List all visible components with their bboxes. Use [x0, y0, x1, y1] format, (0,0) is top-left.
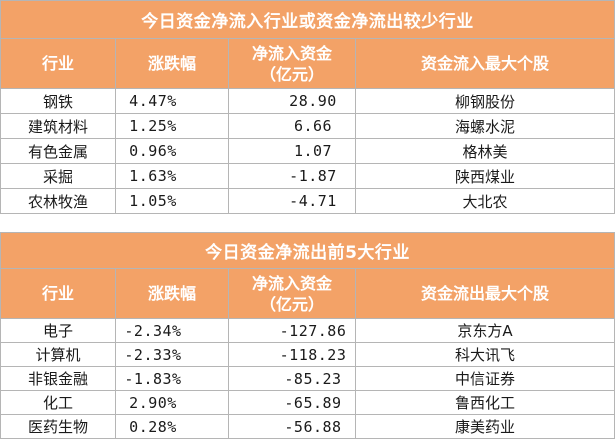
table-row: 医药生物 0.28% -56.88 康美药业 — [0, 414, 615, 439]
net-flow-cell: -127.86 — [228, 318, 356, 343]
top-stock-cell: 康美药业 — [354, 414, 615, 439]
net-flow-cell: -1.87 — [228, 163, 356, 189]
table-body: 钢铁 4.47% 28.90 柳钢股份 建筑材料 1.25% 6.66 海螺水泥 有色金属 0.9… — [0, 88, 615, 214]
table-body: 电子 -2.34% -127.86 京东方A 计算机 -2.33% -118.23 科大讯飞非… — [0, 318, 615, 439]
top-stock-cell: 中信证券 — [354, 366, 615, 391]
industry-cell: 化工 — [0, 390, 116, 415]
column-header-industry: 行业 — [0, 268, 116, 319]
net-flow-cell: -85.23 — [228, 366, 356, 391]
change-cell: -1.83% — [115, 366, 229, 391]
change-cell: -2.33% — [115, 342, 229, 367]
industry-cell: 建筑材料 — [0, 113, 116, 139]
industry-cell: 非银金融 — [0, 366, 116, 391]
column-header-top-stock: 资金流出最大个股 — [354, 268, 615, 319]
industry-cell: 农林牧渔 — [0, 188, 116, 214]
table-row: 电子 -2.34% -127.86 京东方A — [0, 318, 615, 343]
inflow-industry-table: 今日资金净流入行业或资金净流出较少行业 行业 涨跌幅 净流入资金 （亿元） 资金… — [0, 0, 615, 214]
table-row: 计算机 -2.33% -118.23 科大讯飞 — [0, 342, 615, 367]
net-flow-cell: -118.23 — [228, 342, 356, 367]
net-flow-cell: 1.07 — [228, 138, 356, 164]
column-header-industry: 行业 — [0, 38, 116, 89]
industry-cell: 有色金属 — [0, 138, 116, 164]
column-header-top-stock: 资金流入最大个股 — [355, 38, 615, 89]
top-stock-cell: 海螺水泥 — [355, 113, 615, 139]
industry-cell: 采掘 — [0, 163, 116, 189]
industry-cell: 计算机 — [0, 342, 116, 367]
top-stock-cell: 大北农 — [355, 188, 615, 214]
table-row: 有色金属 0.96% 1.07 格林美 — [0, 138, 615, 164]
table-title: 今日资金净流出前5大行业 — [0, 232, 615, 269]
top-stock-cell: 格林美 — [355, 138, 615, 164]
change-cell: 1.25% — [115, 113, 229, 139]
industry-cell: 电子 — [0, 318, 116, 343]
top-stock-cell: 柳钢股份 — [355, 88, 615, 114]
column-header-change: 涨跌幅 — [115, 268, 229, 319]
net-flow-cell: 6.66 — [228, 113, 356, 139]
net-flow-cell: 28.90 — [228, 88, 356, 114]
table-row: 建筑材料 1.25% 6.66 海螺水泥 — [0, 113, 615, 139]
table-row: 钢铁 4.47% 28.90 柳钢股份 — [0, 88, 615, 114]
table-row: 非银金融 -1.83% -85.23 中信证券 — [0, 366, 615, 391]
industry-cell: 钢铁 — [0, 88, 116, 114]
column-header-net-flow: 净流入资金 （亿元） — [228, 38, 356, 89]
change-cell: 4.47% — [115, 88, 229, 114]
top-stock-cell: 鲁西化工 — [354, 390, 615, 415]
change-cell: 2.90% — [115, 390, 229, 415]
change-cell: 1.05% — [115, 188, 229, 214]
table-row: 化工 2.90% -65.89 鲁西化工 — [0, 390, 615, 415]
industry-cell: 医药生物 — [0, 414, 116, 439]
change-cell: 0.96% — [115, 138, 229, 164]
top-stock-cell: 陕西煤业 — [355, 163, 615, 189]
table-row: 采掘 1.63% -1.87 陕西煤业 — [0, 163, 615, 189]
change-cell: 0.28% — [115, 414, 229, 439]
outflow-industry-table: 今日资金净流出前5大行业 行业 涨跌幅 净流入资金 （亿元） 资金流出最大个股 … — [0, 232, 615, 439]
top-stock-cell: 科大讯飞 — [354, 342, 615, 367]
net-flow-cell: -4.71 — [228, 188, 356, 214]
net-flow-cell: -65.89 — [228, 390, 356, 415]
change-cell: -2.34% — [115, 318, 229, 343]
column-header-change: 涨跌幅 — [115, 38, 229, 89]
net-flow-cell: -56.88 — [228, 414, 356, 439]
table-title: 今日资金净流入行业或资金净流出较少行业 — [0, 0, 615, 39]
column-header-net-flow: 净流入资金 （亿元） — [228, 268, 356, 319]
change-cell: 1.63% — [115, 163, 229, 189]
top-stock-cell: 京东方A — [354, 318, 615, 343]
table-row: 农林牧渔 1.05% -4.71 大北农 — [0, 188, 615, 214]
table-gap — [0, 216, 615, 232]
